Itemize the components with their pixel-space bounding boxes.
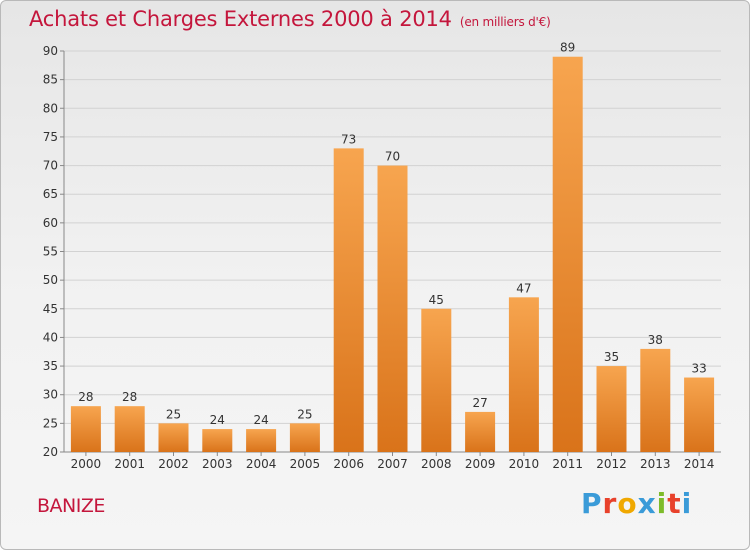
bar (246, 429, 277, 452)
x-tick-label: 2007 (377, 457, 408, 471)
data-label: 27 (472, 396, 487, 410)
bar (552, 56, 583, 452)
x-tick-label: 2004 (246, 457, 277, 471)
bar (508, 297, 539, 452)
data-label: 38 (648, 333, 663, 347)
y-tick-label: 45 (43, 302, 58, 316)
y-tick-label: 80 (43, 101, 58, 115)
data-label: 25 (166, 407, 181, 421)
bar (70, 406, 101, 452)
data-label: 45 (429, 293, 444, 307)
bar (158, 423, 189, 452)
y-tick-label: 20 (43, 445, 58, 459)
commune-name: BANIZE (37, 495, 105, 517)
bar (377, 165, 408, 453)
data-label: 24 (210, 413, 225, 427)
y-tick-label: 90 (43, 44, 58, 58)
logo-letter: r (602, 487, 618, 520)
data-label: 35 (604, 350, 619, 364)
y-tick-label: 35 (43, 359, 58, 373)
data-label: 73 (341, 132, 356, 146)
y-tick-label: 60 (43, 216, 58, 230)
data-label: 28 (122, 390, 137, 404)
data-label: 89 (560, 41, 575, 55)
logo-letter: P (581, 487, 603, 520)
x-tick-label: 2002 (158, 457, 189, 471)
bar (202, 429, 233, 452)
y-tick-label: 50 (43, 273, 58, 287)
x-tick-label: 2013 (640, 457, 671, 471)
x-tick-label: 2010 (509, 457, 540, 471)
bar (333, 148, 364, 452)
y-tick-label: 55 (43, 245, 58, 259)
bar (289, 423, 320, 452)
data-label: 47 (516, 281, 531, 295)
y-tick-label: 25 (43, 416, 58, 430)
x-tick-label: 2003 (202, 457, 233, 471)
x-tick-label: 2014 (684, 457, 715, 471)
logo-letter: x (637, 487, 657, 520)
x-tick-label: 2000 (71, 457, 102, 471)
bar (465, 411, 496, 452)
logo-letter: t (667, 487, 682, 520)
bar (114, 406, 145, 452)
y-tick-label: 75 (43, 130, 58, 144)
logo-letter: i (681, 487, 693, 520)
data-label: 70 (385, 150, 400, 164)
bar (421, 308, 452, 452)
bar (640, 348, 671, 452)
logo-letter: o (617, 487, 638, 520)
data-label: 33 (691, 362, 706, 376)
x-tick-label: 2009 (465, 457, 496, 471)
y-tick-label: 40 (43, 330, 58, 344)
logo-letter: i (656, 487, 668, 520)
bars (70, 56, 715, 453)
proxiti-logo: Proxiti (581, 487, 692, 520)
x-tick-label: 2001 (114, 457, 145, 471)
y-tick-label: 30 (43, 388, 58, 402)
chart-title-text: Achats et Charges Externes 2000 à 2014 (29, 7, 452, 31)
data-label: 24 (253, 413, 268, 427)
chart-title: Achats et Charges Externes 2000 à 2014 (e… (29, 7, 551, 31)
data-label: 28 (78, 390, 93, 404)
bar (596, 366, 627, 452)
y-tick-labels: 20 25 30 35 40 45 50 55 60 65 70 75 80 85 90 (43, 44, 58, 459)
bar (684, 377, 715, 452)
x-tick-label: 2011 (552, 457, 583, 471)
chart-subtitle: (en milliers d'€) (459, 15, 551, 29)
y-tick-label: 65 (43, 187, 58, 201)
x-tick-labels: 2000 2001 2002 2003 2004 2005 2006 2007 2008 2009… (71, 452, 715, 471)
x-tick-label: 2006 (333, 457, 364, 471)
data-label: 25 (297, 407, 312, 421)
y-tick-label: 85 (43, 73, 58, 87)
x-tick-label: 2005 (290, 457, 321, 471)
y-tick-label: 70 (43, 159, 58, 173)
data-labels: 28 28 25 24 24 25 73 70 45 27 47 89 35 38 33 (78, 41, 706, 427)
x-tick-label: 2008 (421, 457, 452, 471)
x-tick-label: 2012 (596, 457, 627, 471)
